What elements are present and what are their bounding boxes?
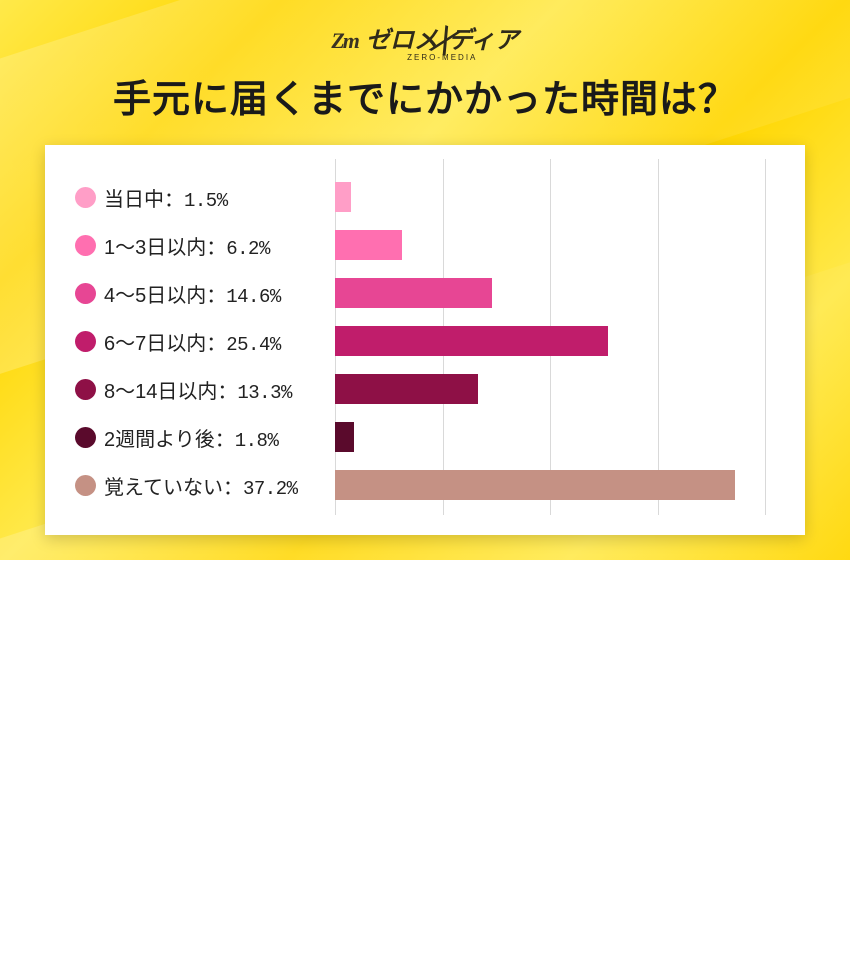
bar — [335, 422, 354, 452]
content-wrapper: Zm ゼロメ╳ディア ZERO-MEDIA 手元に届くまでにかかった時間は？ 当… — [0, 0, 850, 560]
legend-dot — [75, 283, 96, 304]
bar-area — [335, 173, 775, 221]
logo-text: ゼロメ╳ディア — [366, 20, 519, 55]
legend-item: 8〜14日以内：13.3% — [75, 375, 335, 404]
page-title: 手元に届くまでにかかった時間は？ — [113, 68, 737, 123]
legend-item: 4〜5日以内：14.6% — [75, 279, 335, 308]
logo-mark: Zm — [331, 28, 358, 54]
bar — [335, 326, 608, 356]
bar-area — [335, 461, 775, 509]
chart-row: 6〜7日以内：25.4% — [75, 317, 775, 365]
logo: Zm ゼロメ╳ディア ZERO-MEDIA — [331, 20, 518, 62]
bar — [335, 470, 735, 500]
legend-item: 覚えていない：37.2% — [75, 471, 335, 500]
legend-dot — [75, 379, 96, 400]
bar — [335, 374, 478, 404]
legend-label: 1〜3日以内：6.2% — [104, 231, 270, 260]
chart-row: 覚えていない：37.2% — [75, 461, 775, 509]
bar-area — [335, 365, 775, 413]
chart-row: 8〜14日以内：13.3% — [75, 365, 775, 413]
chart-row: 当日中：1.5% — [75, 173, 775, 221]
legend-dot — [75, 475, 96, 496]
bar-area — [335, 413, 775, 461]
chart-row: 4〜5日以内：14.6% — [75, 269, 775, 317]
legend-dot — [75, 427, 96, 448]
chart-rows: 当日中：1.5% 1〜3日以内：6.2% 4〜5日以内：14.6% 6〜7日以内：25… — [75, 173, 775, 515]
logo-text-block: ゼロメ╳ディア ZERO-MEDIA — [366, 20, 519, 62]
chart-row: 2週間より後：1.8% — [75, 413, 775, 461]
legend-dot — [75, 235, 96, 256]
legend-label: 当日中：1.5% — [104, 183, 228, 212]
legend-label: 2週間より後：1.8% — [104, 423, 278, 452]
legend-item: 2週間より後：1.8% — [75, 423, 335, 452]
bar — [335, 278, 492, 308]
bar — [335, 230, 402, 260]
legend-dot — [75, 331, 96, 352]
legend-label: 覚えていない：37.2% — [104, 471, 298, 500]
legend-label: 6〜7日以内：25.4% — [104, 327, 281, 356]
legend-label: 4〜5日以内：14.6% — [104, 279, 281, 308]
legend-dot — [75, 187, 96, 208]
bar-area — [335, 221, 775, 269]
legend-item: 当日中：1.5% — [75, 183, 335, 212]
chart-row: 1〜3日以内：6.2% — [75, 221, 775, 269]
bar-area — [335, 317, 775, 365]
bar — [335, 182, 351, 212]
chart-card: 当日中：1.5% 1〜3日以内：6.2% 4〜5日以内：14.6% 6〜7日以内：25… — [45, 145, 805, 535]
legend-item: 1〜3日以内：6.2% — [75, 231, 335, 260]
legend-item: 6〜7日以内：25.4% — [75, 327, 335, 356]
bar-area — [335, 269, 775, 317]
legend-label: 8〜14日以内：13.3% — [104, 375, 292, 404]
